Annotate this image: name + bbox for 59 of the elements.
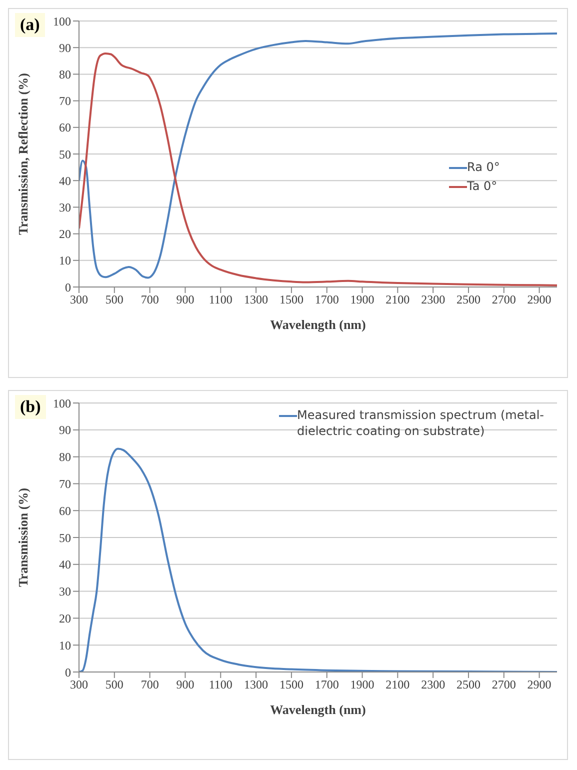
y-tick-label: 20 (59, 227, 71, 242)
y-tick-label: 40 (59, 174, 71, 188)
y-tick-label: 60 (59, 504, 71, 518)
x-tick-label: 1100 (208, 292, 232, 307)
x-tick-label: 1900 (350, 292, 374, 307)
x-tick-label: 500 (105, 292, 124, 307)
y-tick-label: 20 (59, 611, 71, 626)
legend-label: Ra 0° (467, 159, 500, 175)
y-axis-title: Transmission (%) (16, 488, 31, 588)
y-tick-label: 90 (59, 40, 71, 55)
y-tick-label: 100 (53, 14, 71, 28)
x-tick-label: 2500 (456, 292, 480, 307)
x-tick-label: 2700 (492, 678, 516, 692)
chart-title: (b) (15, 395, 46, 419)
x-tick-label: 2300 (421, 678, 446, 692)
x-tick-label: 1300 (244, 292, 268, 307)
y-tick-label: 50 (59, 530, 71, 545)
x-tick-label: 1500 (279, 292, 304, 307)
x-tick-label: 300 (70, 678, 88, 692)
x-axis-title: Wavelength (nm) (270, 702, 366, 717)
y-tick-label: 80 (59, 67, 71, 82)
y-tick-label: 30 (59, 200, 71, 214)
x-tick-label: 1500 (279, 678, 304, 692)
x-tick-label: 1700 (314, 678, 339, 692)
y-tick-label: 40 (59, 558, 71, 572)
x-tick-label: 2500 (456, 678, 480, 692)
chart-title: (a) (15, 13, 45, 37)
x-tick-label: 2300 (421, 292, 446, 307)
y-tick-label: 70 (59, 94, 71, 108)
y-tick-label: 100 (53, 396, 71, 410)
x-tick-label: 2900 (527, 678, 552, 692)
y-tick-label: 0 (65, 665, 71, 680)
y-tick-label: 10 (59, 638, 71, 652)
y-tick-label: 0 (65, 280, 71, 294)
y-axis-title: Transmission, Reflection (%) (16, 73, 31, 235)
x-tick-label: 1100 (208, 678, 232, 692)
x-axis-title: Wavelength (nm) (270, 317, 366, 332)
x-tick-label: 700 (140, 292, 159, 307)
x-tick-label: 2100 (386, 678, 410, 692)
x-tick-label: 900 (176, 678, 194, 692)
y-tick-label: 50 (59, 147, 71, 162)
legend-label: Ta 0° (467, 178, 498, 194)
x-tick-label: 1300 (244, 678, 268, 692)
x-tick-label: 1900 (350, 678, 374, 692)
x-tick-label: 300 (70, 292, 88, 307)
x-tick-label: 2900 (527, 292, 552, 307)
x-tick-label: 1700 (314, 292, 339, 307)
x-tick-label: 2700 (492, 292, 516, 307)
y-tick-label: 70 (59, 476, 71, 491)
y-tick-label: 80 (59, 450, 71, 464)
x-tick-label: 900 (176, 292, 194, 307)
y-tick-label: 60 (59, 120, 71, 135)
x-tick-label: 500 (105, 678, 124, 692)
y-tick-label: 30 (59, 584, 71, 599)
y-tick-label: 90 (59, 423, 71, 438)
x-tick-label: 2100 (386, 292, 410, 307)
x-tick-label: 700 (140, 678, 159, 692)
legend-label: Measured transmission spectrum (metal-dielectric coating on substrate) (297, 407, 545, 439)
y-tick-label: 10 (59, 254, 71, 268)
